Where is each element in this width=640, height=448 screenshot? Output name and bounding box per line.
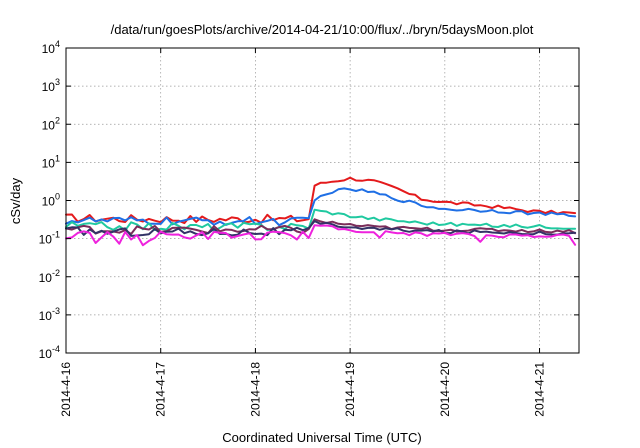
x-tick-label: 2014-4-20 bbox=[438, 362, 452, 417]
y-tick-exponent: 0 bbox=[55, 192, 60, 202]
series-line-6 bbox=[65, 224, 577, 247]
x-tick-label: 2014-4-18 bbox=[248, 362, 262, 417]
y-tick-base: 10 bbox=[42, 156, 56, 170]
y-tick-base: 10 bbox=[42, 42, 56, 56]
y-tick-label: 103 bbox=[42, 77, 60, 94]
y-tick-base: 10 bbox=[39, 271, 53, 285]
y-tick-exponent: 3 bbox=[55, 77, 60, 87]
series-line-4 bbox=[65, 218, 577, 235]
y-tick-base: 10 bbox=[39, 347, 53, 361]
y-tick-label: 101 bbox=[42, 153, 60, 170]
x-axis-label: Coordinated Universal Time (UTC) bbox=[222, 430, 421, 445]
series-line-2 bbox=[65, 187, 577, 227]
y-tick-exponent: -1 bbox=[52, 230, 60, 240]
series-line-3 bbox=[65, 208, 577, 233]
y-tick-label: 10-4 bbox=[39, 344, 60, 361]
axis-ticks: 10-410-310-210-11001011021031042014-4-16… bbox=[39, 39, 579, 417]
y-tick-base: 10 bbox=[42, 118, 56, 132]
y-tick-label: 104 bbox=[42, 39, 60, 56]
grid bbox=[65, 47, 579, 354]
series-group bbox=[65, 176, 577, 247]
y-tick-exponent: -4 bbox=[52, 344, 60, 354]
y-tick-base: 10 bbox=[39, 233, 53, 247]
y-tick-exponent: -3 bbox=[52, 306, 60, 316]
x-tick-label: 2014-4-19 bbox=[343, 362, 357, 417]
y-tick-label: 10-2 bbox=[39, 268, 60, 285]
chart-title: /data/run/goesPlots/archive/2014-04-21/1… bbox=[111, 22, 534, 37]
y-tick-label: 10-1 bbox=[39, 230, 60, 247]
y-axis-label: cSv/day bbox=[8, 177, 23, 224]
y-tick-exponent: -2 bbox=[52, 268, 60, 278]
x-tick-label: 2014-4-21 bbox=[533, 362, 547, 417]
y-tick-label: 10-3 bbox=[39, 306, 60, 323]
x-tick-label: 2014-4-17 bbox=[154, 362, 168, 417]
y-tick-exponent: 2 bbox=[55, 115, 60, 125]
y-tick-base: 10 bbox=[42, 80, 56, 94]
y-tick-base: 10 bbox=[39, 309, 53, 323]
y-tick-exponent: 4 bbox=[55, 39, 60, 49]
y-tick-label: 102 bbox=[42, 115, 60, 132]
series-line-5 bbox=[65, 220, 577, 237]
x-tick-label: 2014-4-16 bbox=[59, 362, 73, 417]
y-tick-base: 10 bbox=[42, 195, 56, 209]
y-tick-label: 100 bbox=[42, 192, 60, 209]
y-tick-exponent: 1 bbox=[55, 153, 60, 163]
series-line-1 bbox=[65, 176, 577, 225]
